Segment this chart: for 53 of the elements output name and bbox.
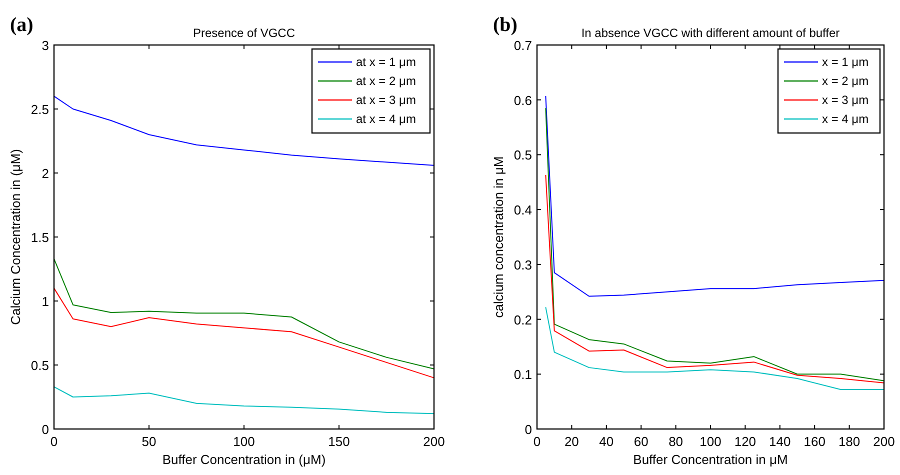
legend-label: x = 4 μm (822, 112, 869, 126)
text: (a) (10, 14, 34, 36)
x-tick-label: 200 (873, 434, 895, 449)
line-series (54, 386, 434, 414)
x-tick-label: 80 (668, 434, 684, 449)
y-tick-label: 2 (42, 166, 49, 181)
line-series (54, 258, 434, 370)
x-tick-label: 150 (328, 434, 350, 449)
y-tick-label: 1 (42, 294, 49, 309)
legend-label: at x = 3 μm (356, 93, 416, 107)
y-tick-label: 1.5 (30, 230, 49, 245)
x-tick-label: 120 (734, 434, 756, 449)
x-tick-label: 180 (838, 434, 860, 449)
y-tick-label: 0.3 (514, 257, 532, 272)
x-tick-label: 100 (700, 434, 722, 449)
x-tick-label: 60 (634, 434, 648, 449)
y-tick-label: 0.6 (514, 92, 532, 108)
legend-label: x = 2 μm (822, 74, 869, 88)
y-tick-label: 0.5 (30, 358, 49, 373)
x-tick-label: 50 (142, 434, 156, 449)
line-series (54, 96, 434, 166)
y-tick-label: 0.4 (514, 202, 532, 218)
x-tick-label: 100 (233, 434, 255, 449)
y-tick-label: 0 (42, 422, 49, 437)
x-tick-label: 140 (769, 434, 791, 449)
line-series (54, 288, 434, 378)
y-tick-label: 0.5 (514, 148, 532, 163)
x-tick-label: 20 (564, 434, 579, 449)
x-axis-title: Buffer Concentration in (μM) (162, 452, 326, 467)
x-tick-label: 160 (804, 434, 826, 449)
line-series (545, 174, 884, 384)
x-axis-title: Buffer Concentration in μM (633, 452, 788, 467)
y-axis-title: calcium concentration in μM (491, 156, 506, 318)
legend-label: at x = 2 μm (356, 74, 416, 88)
y-tick-label: 2.5 (30, 102, 49, 117)
y-tick-label: 3 (42, 38, 49, 53)
y-tick-label: 0.2 (514, 312, 532, 328)
legend-label: x = 1 μm (822, 55, 869, 69)
line-series (545, 108, 884, 382)
chart-title: In absence VGCC with different amount of buffer (581, 26, 840, 40)
legend-label: at x = 1 μm (356, 55, 416, 69)
chart-title: Presence of VGCC (192, 26, 296, 40)
y-tick-label: 0 (524, 422, 532, 437)
y-tick-label: 0.1 (514, 367, 532, 382)
x-tick-label: 200 (423, 434, 445, 449)
line-series (545, 96, 884, 297)
y-axis-title: Calcium Concentration in (μM) (8, 149, 23, 325)
text: (b) (493, 14, 518, 36)
legend-label: at x = 4 μm (356, 112, 416, 126)
x-tick-label: 40 (599, 434, 614, 449)
legend-label: x = 3 μm (822, 93, 869, 107)
y-tick-label: 0.7 (514, 38, 532, 53)
line-series (545, 306, 884, 390)
